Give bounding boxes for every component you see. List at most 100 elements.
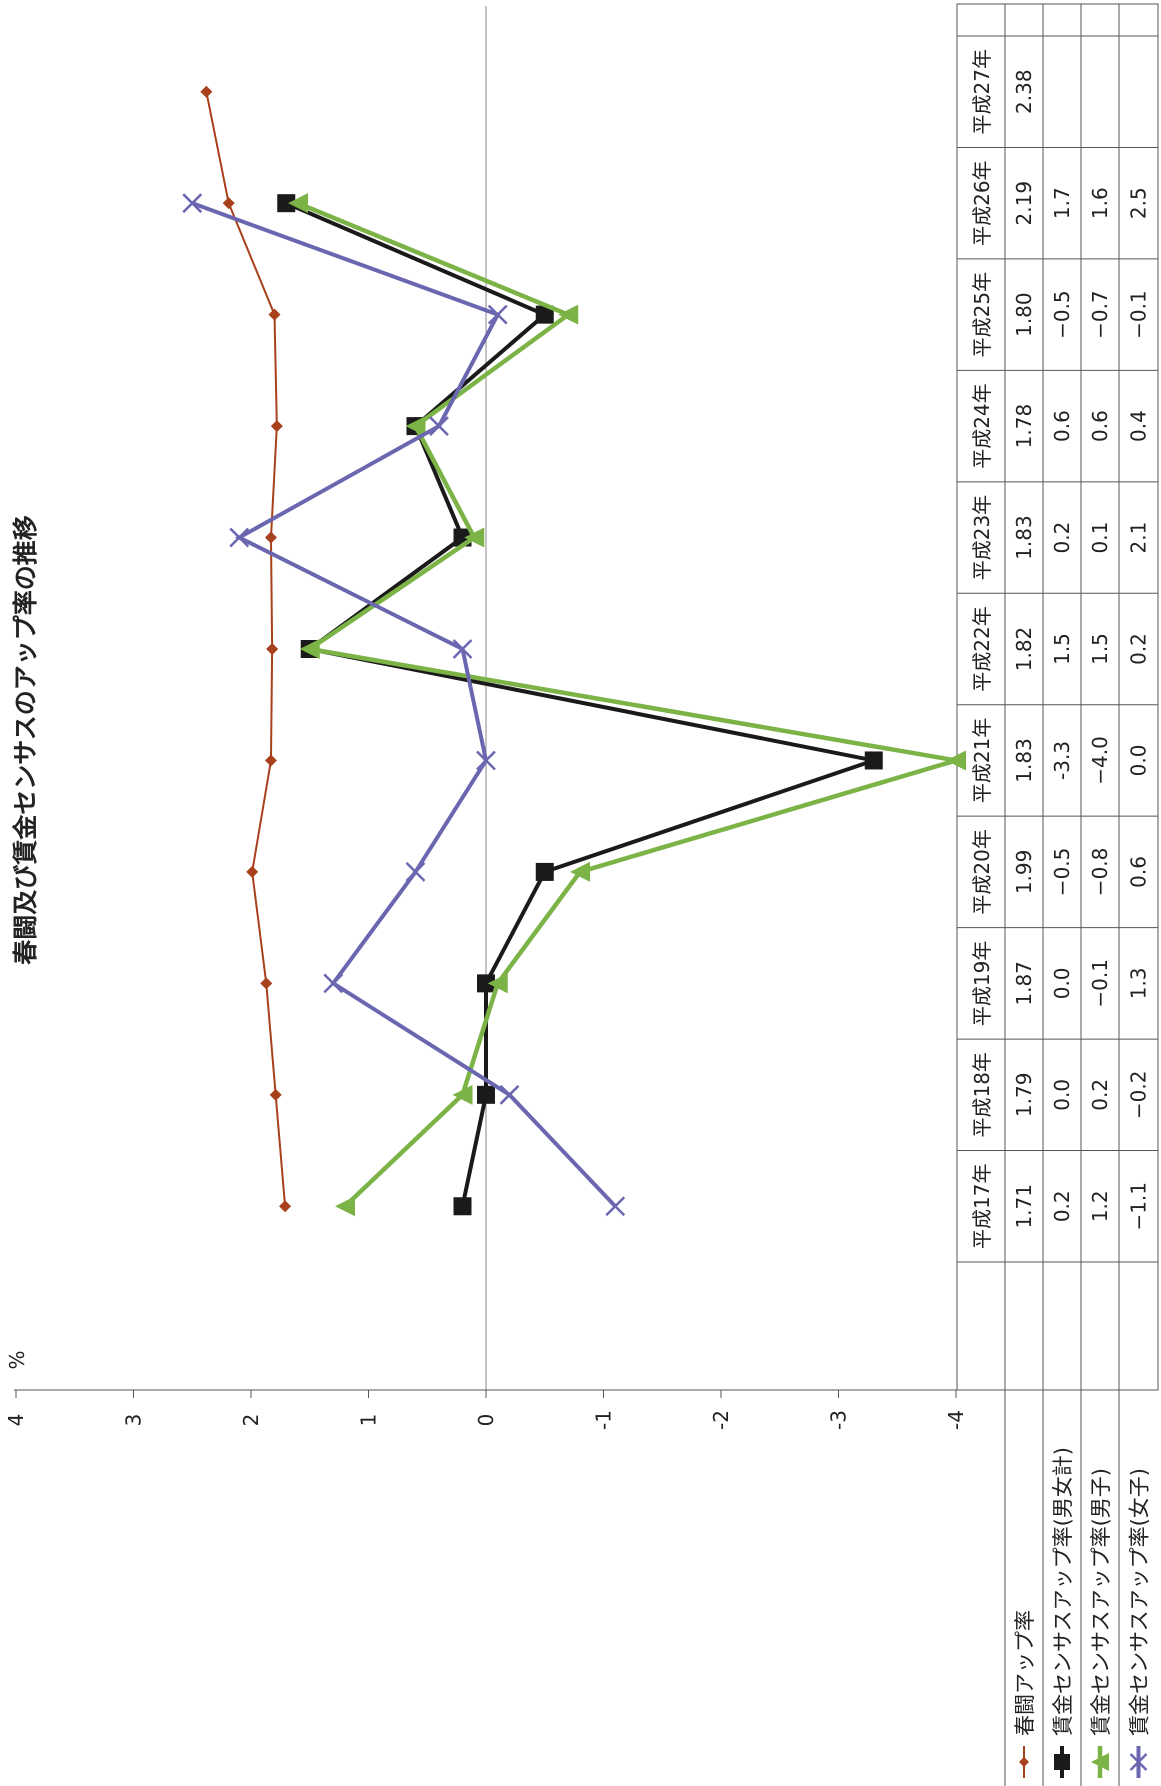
data-point: [229, 527, 250, 548]
data-point: [535, 862, 554, 881]
data-value-label: 2.5: [1127, 187, 1151, 219]
category-label: 平成18年: [970, 1052, 994, 1137]
data-point: [570, 861, 590, 882]
data-point-stroke: [229, 527, 250, 548]
series-1: [200, 85, 292, 1213]
data-value-label: 1.82: [1012, 627, 1036, 672]
data-value-label: −0.7: [1088, 290, 1112, 339]
data-point: [499, 1084, 520, 1105]
legend: 春闘アップ率 賃金センサスアップ率(男女計) 賃金センサスアップ率(男子) 賃金センサ…: [1013, 1447, 1152, 1778]
data-value-label: 1.2: [1088, 1190, 1112, 1222]
data-point: [269, 1088, 282, 1101]
data-value-label: −4.0: [1088, 736, 1112, 785]
data-point-stroke: [499, 1084, 520, 1105]
data-value-label: 0.2: [1127, 633, 1151, 665]
data-value-label: 1.83: [1012, 738, 1036, 783]
data-point: [429, 416, 449, 436]
data-point: [453, 1197, 472, 1216]
data-point: [452, 639, 473, 659]
category-label: 平成19年: [970, 941, 994, 1026]
data-point-stroke: [476, 750, 496, 771]
data-point: [558, 304, 579, 325]
legend-label: 春闘アップ率: [1013, 1610, 1037, 1736]
data-point-stroke: [323, 973, 344, 994]
data-point: [264, 531, 277, 544]
legend-item: 賃金センサスアップ率(男子): [1089, 1468, 1113, 1778]
data-value-label: 0.2: [1050, 1190, 1074, 1222]
series-group: [182, 85, 966, 1217]
y-tick-label: 0: [474, 1414, 498, 1427]
data-point: [477, 1085, 495, 1104]
data-value-label: 0.6: [1127, 856, 1151, 888]
category-label: 平成17年: [970, 1164, 994, 1249]
data-value-label: 0.4: [1127, 410, 1151, 442]
data-value-label: 1.7: [1050, 187, 1074, 219]
data-point: [405, 862, 426, 882]
data-point: [200, 85, 213, 98]
data-value-label: 2.19: [1012, 181, 1036, 226]
data-point: [1054, 1754, 1070, 1770]
category-label: 平成23年: [970, 495, 994, 580]
data-value-label: 0.1: [1088, 522, 1112, 554]
series-line: [191, 201, 617, 1208]
data-value-label: 1.79: [1012, 1073, 1036, 1118]
data-point-stroke: [429, 416, 449, 436]
chart-title: 春闘及び賃金センサスのアップ率の推移: [11, 515, 40, 965]
data-point: [268, 308, 281, 321]
data-value-label: 1.71: [1012, 1184, 1036, 1229]
axis-group: 4 3 2 1 0 -1 -2 -3 -4: [4, 6, 968, 1430]
y-tick-label: 4: [4, 1414, 28, 1427]
legend-item: 春闘アップ率: [1013, 1610, 1037, 1778]
series-2: [277, 194, 883, 1216]
data-point: [279, 1200, 292, 1213]
data-value-label: −1.1: [1127, 1182, 1151, 1231]
data-value-label: -3.3: [1050, 741, 1074, 780]
data-value-label: 1.5: [1088, 633, 1112, 665]
data-point: [260, 977, 273, 990]
data-point: [288, 193, 308, 214]
data-point: [452, 1084, 473, 1105]
data-value-label: −0.2: [1127, 1071, 1151, 1120]
data-value-label: 0.0: [1050, 1079, 1074, 1111]
data-value-label: −0.1: [1127, 290, 1151, 339]
data-value-label: 0.2: [1050, 522, 1074, 554]
y-tick-label: -1: [592, 1410, 616, 1430]
category-label: 平成21年: [970, 718, 994, 803]
data-value-label: −0.5: [1050, 290, 1074, 339]
data-value-label: 1.80: [1012, 292, 1036, 337]
data-point: [946, 750, 966, 771]
data-table: 平成17年 平成18年 平成19年 平成20年 平成21年 平成22年 平成23年 平成24年…: [956, 3, 1159, 1786]
data-value-label: 0.2: [1088, 1079, 1112, 1111]
data-value-label: 0.6: [1088, 410, 1112, 442]
series-3: [288, 193, 966, 1217]
data-value-label: 1.6: [1088, 187, 1112, 219]
category-label: 平成24年: [970, 383, 994, 468]
data-point: [266, 643, 279, 655]
data-point-stroke: [487, 304, 508, 325]
category-label: 平成25年: [970, 272, 994, 357]
data-point: [335, 1196, 355, 1217]
y-tick-label: 1: [357, 1414, 381, 1427]
data-point: [222, 197, 235, 210]
legend-label: 賃金センサスアップ率(男子): [1089, 1468, 1113, 1736]
data-point: [270, 420, 283, 433]
data-point: [264, 754, 277, 767]
data-point-stroke: [452, 639, 473, 659]
data-point: [1129, 1753, 1148, 1771]
y-tick-label: -2: [709, 1410, 733, 1430]
data-value-label: 1.99: [1012, 850, 1036, 895]
data-point: [182, 193, 203, 214]
data-value-label: 1.87: [1012, 961, 1036, 1006]
data-point: [464, 527, 485, 548]
data-value-label: 1.83: [1012, 515, 1036, 560]
data-point-stroke: [405, 862, 426, 882]
y-axis-unit-label: %: [5, 1350, 29, 1369]
data-point: [605, 1196, 626, 1217]
data-point: [277, 194, 296, 213]
data-point: [476, 750, 496, 771]
y-tick-label: -4: [944, 1410, 968, 1430]
legend-label: 賃金センサスアップ率(男女計): [1051, 1447, 1075, 1736]
data-value-label: 1.78: [1012, 404, 1036, 449]
